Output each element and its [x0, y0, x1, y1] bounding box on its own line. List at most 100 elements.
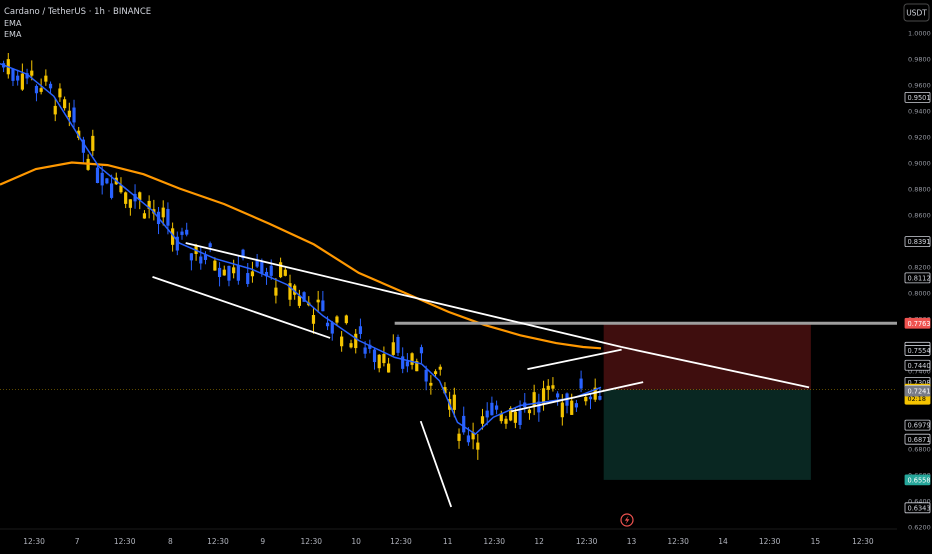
drawings[interactable] — [152, 242, 897, 508]
time-tick-label: 15 — [811, 537, 821, 546]
currency-badge-frame — [903, 3, 930, 22]
indicator-ema-1[interactable]: EMA — [4, 19, 22, 28]
price-label-text: 0.7763 — [908, 320, 931, 328]
candle-body — [584, 396, 588, 402]
candle-body — [72, 107, 76, 123]
lightning-icon[interactable] — [620, 513, 634, 527]
candle-body — [236, 265, 240, 281]
candle-body — [199, 256, 203, 264]
candle-body — [279, 262, 283, 278]
candle-body — [480, 416, 485, 424]
candle-body — [185, 229, 189, 235]
take-profit-zone[interactable] — [603, 389, 811, 480]
candle-body — [128, 199, 132, 208]
indicator-ema-2[interactable]: EMA — [4, 30, 22, 39]
candle-body — [321, 300, 325, 312]
ema-lines — [0, 63, 602, 436]
price-label-box — [904, 502, 931, 514]
candle-body — [100, 172, 104, 186]
candle-body — [217, 267, 222, 278]
risk-reward-zones[interactable] — [0, 323, 897, 480]
candle-body — [579, 378, 583, 389]
time-tick-label: 12 — [534, 537, 544, 546]
candle-body — [11, 68, 15, 81]
candle-body — [513, 411, 517, 423]
currency-badge[interactable]: USDT — [903, 3, 930, 22]
candle-body — [166, 208, 170, 226]
candle-body — [161, 207, 165, 218]
candle-body — [44, 75, 48, 82]
time-tick-label: 9 — [260, 537, 265, 546]
time-tick-label: 12:30 — [390, 537, 412, 546]
candle-body — [537, 401, 541, 413]
candle-body — [377, 354, 381, 369]
price-label-box — [904, 345, 931, 356]
candle-body — [250, 271, 255, 277]
symbol-title[interactable]: Cardano / TetherUS · 1h · BINANCE — [4, 7, 151, 17]
candle-body — [560, 402, 564, 418]
candle-body — [311, 315, 316, 324]
price-tick-label: 0.8200 — [908, 263, 931, 271]
candle-body — [509, 408, 513, 421]
candle-body — [424, 369, 428, 382]
candle-body — [556, 393, 560, 398]
price-tick-label: 0.9200 — [908, 133, 931, 141]
time-tick-label: 12:30 — [300, 537, 322, 546]
candle-body — [232, 267, 236, 274]
candle-body — [340, 336, 344, 347]
candle-body — [288, 283, 292, 300]
price-label-text: 0.9501 — [908, 94, 931, 102]
price-label-box — [904, 272, 931, 284]
time-axis[interactable]: 12:30 7 12:30 8 12:30 9 12:30 10 12:30 11 12:30 12 1… — [23, 537, 874, 546]
price-label-text: 0.6558 — [908, 476, 931, 484]
candle-body — [227, 265, 231, 281]
candle-body — [527, 409, 532, 414]
candle-body — [405, 361, 409, 367]
candle-body — [419, 347, 424, 354]
countdown-label: 02:18 — [908, 395, 926, 403]
trendline[interactable] — [419, 420, 453, 508]
candle-body — [598, 395, 602, 400]
candle-body — [316, 299, 320, 303]
candle-body — [147, 200, 151, 209]
candle-body — [443, 387, 447, 394]
price-label-text: 0.7554 — [908, 347, 931, 355]
candle-body — [264, 271, 269, 277]
candle-body — [63, 99, 67, 109]
currency-badge-label[interactable]: USDT — [906, 9, 927, 18]
price-label-box — [904, 385, 931, 397]
candle-body — [269, 265, 273, 276]
price-label-text: 0.7440 — [908, 362, 931, 370]
candle-body — [175, 236, 179, 251]
price-tick-label: 0.6800 — [908, 445, 931, 453]
time-tick-label: 12:30 — [114, 537, 136, 546]
price-label-box — [904, 91, 931, 103]
price-tick-label: 0.9600 — [908, 81, 931, 89]
time-tick-label: 12:30 — [576, 537, 598, 546]
candle-body — [433, 371, 438, 375]
price-tick-label: 0.9400 — [908, 107, 931, 115]
candle-body — [471, 432, 475, 440]
trendline[interactable] — [527, 348, 622, 371]
candle-body — [67, 110, 71, 118]
candle-body — [142, 213, 147, 219]
candle-body — [293, 285, 297, 295]
trendline[interactable] — [621, 346, 810, 389]
candle-body — [354, 333, 358, 349]
candle-body — [297, 295, 301, 306]
price-label-box — [904, 359, 931, 371]
candle-body — [124, 192, 128, 204]
candle-body — [58, 88, 62, 98]
trendline[interactable] — [152, 275, 331, 339]
price-label-box — [904, 419, 931, 431]
trendline[interactable] — [185, 242, 622, 348]
candle-body — [386, 363, 391, 373]
trendline[interactable] — [511, 381, 644, 413]
time-tick-label: 12:30 — [23, 537, 45, 546]
candle-body — [452, 394, 456, 410]
candle-body — [490, 402, 494, 416]
stop-loss-zone[interactable] — [603, 323, 811, 390]
price-label-box — [904, 474, 931, 486]
